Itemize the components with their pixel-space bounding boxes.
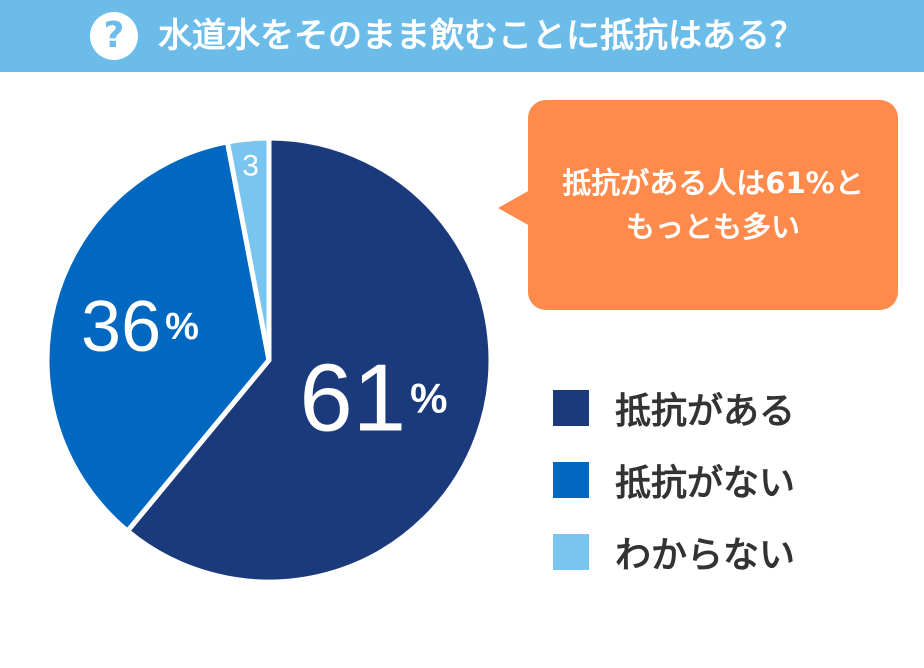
chart-legend: 抵抗がある抵抗がないわからない [553,372,795,588]
legend-label: わからない [615,535,796,576]
legend-item-2: 抵抗がない [553,444,795,516]
pie-label-1: 61% [299,344,447,451]
legend-item-1: 抵抗がある [553,372,795,444]
pie-chart: 61% 36 % 3 [44,135,494,585]
pie-label-2: 36% [81,287,199,367]
pie-slice-2 [44,139,272,534]
legend-swatch [553,462,589,498]
pie-slices [44,135,494,585]
legend-label: 抵抗がない [615,463,796,504]
pie-slice-3 [224,135,272,363]
legend-swatch [553,390,589,426]
legend-item-3: わからない [553,516,795,588]
pie-labels: 61% 36 % 3 [81,149,447,451]
page-title: 水道水をそのまま飲むことに抵抗はある？ [158,16,804,56]
pie-slice-1 [124,135,494,585]
callout-bubble: 抵抗がある人は61%と もっとも多い [498,100,898,310]
question-icon: ? [90,12,138,60]
header-bar: ? 水道水をそのまま飲むことに抵抗はある？ [0,0,924,72]
legend-swatch [553,534,589,570]
pie-label-3: 3 [242,149,259,182]
callout-text: 抵抗がある人は61%と もっとも多い [562,166,864,244]
legend-label: 抵抗がある [615,391,796,432]
